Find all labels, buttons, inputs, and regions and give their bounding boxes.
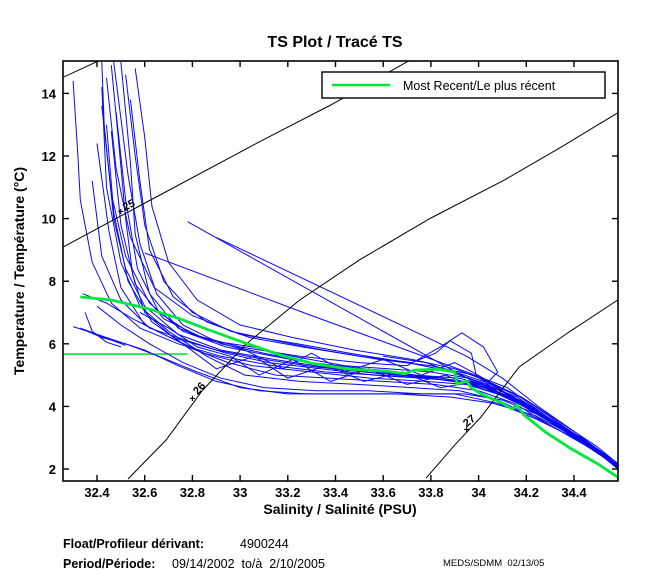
footer-stamp: MEDS/SDMM 02/13/05 (443, 558, 544, 569)
x-tick-label: 33 (233, 485, 247, 500)
x-tick-label: 34.2 (514, 485, 539, 500)
footer-float-value: 4900244 (240, 537, 289, 551)
y-tick-label: 12 (42, 149, 56, 164)
legend-label: Most Recent/Le plus récent (403, 79, 556, 93)
isopycnal-line-24 (63, 61, 100, 78)
x-tick-label: 32.8 (180, 485, 205, 500)
footer-period-label: Period/Période: (63, 557, 155, 571)
isopycnal-label: 27 (461, 413, 478, 430)
profile-line (91, 180, 618, 467)
isopycnal-label: 25 (121, 197, 137, 213)
isopycnal-marker: + (118, 207, 124, 218)
x-tick-label: 34 (471, 485, 486, 500)
x-tick-label: 33.6 (371, 485, 396, 500)
y-tick-label: 2 (49, 462, 56, 477)
profile-line (125, 74, 613, 464)
profile-line (216, 236, 611, 460)
y-tick-label: 4 (49, 399, 57, 414)
y-tick-label: 10 (42, 212, 56, 227)
profile-line (106, 124, 618, 467)
y-axis-label: Temperature / Température (°C) (11, 167, 27, 375)
x-tick-label: 33.4 (323, 485, 349, 500)
profile-line (80, 327, 618, 469)
footer-period-value: 09/14/2002 to/à 2/10/2005 (172, 557, 325, 571)
y-tick-label: 8 (49, 274, 56, 289)
y-tick-label: 6 (49, 337, 56, 352)
x-tick-label: 33.8 (418, 485, 443, 500)
profile-line (87, 330, 618, 467)
y-tick-label: 14 (42, 86, 57, 101)
profile-line (106, 77, 618, 465)
axes-box (62, 60, 619, 482)
isopycnal-marker: + (464, 425, 470, 436)
profile-line (129, 99, 615, 464)
profile-line (72, 80, 618, 465)
page-title: TS Plot / Tracé TS (267, 34, 402, 51)
x-tick-label: 32.6 (132, 485, 157, 500)
profile-line (101, 62, 613, 462)
most-recent-line (80, 295, 618, 479)
profile-line (72, 326, 126, 346)
profile-line (96, 305, 618, 467)
isopycnal-marker: + (189, 394, 195, 405)
profile-line (120, 62, 618, 467)
profile-line (84, 312, 122, 348)
legend: Most Recent/Le plus récent (321, 71, 606, 99)
x-tick-label: 33.2 (275, 485, 300, 500)
x-tick-label: 34.4 (561, 485, 587, 500)
x-tick-label: 32.4 (84, 485, 110, 500)
profile-line (139, 312, 618, 464)
isopycnal-line-26 (127, 112, 618, 480)
x-axis-label: Salinity / Salinité (PSU) (263, 501, 416, 517)
footer-float-label: Float/Profileur dérivant: (63, 537, 204, 551)
isopycnal-line-27 (425, 299, 618, 479)
profile-line (134, 68, 618, 467)
